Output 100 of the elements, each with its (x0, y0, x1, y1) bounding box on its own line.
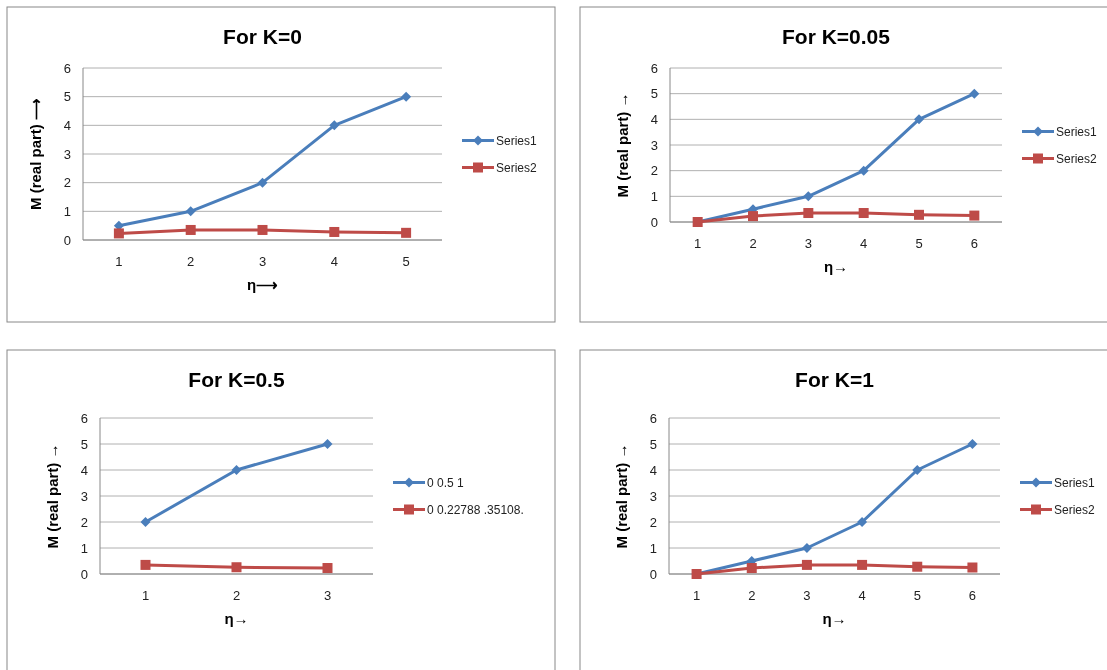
point (140, 559, 151, 570)
point (185, 206, 196, 217)
point (801, 543, 812, 553)
y-tick-label: 6 (63, 60, 71, 76)
y-axis-title: M (real part) → (613, 443, 630, 549)
chart-title: For K=1 (795, 368, 875, 391)
legend-label: Series2 (496, 160, 538, 175)
y-tick-label: 0 (649, 566, 657, 582)
legend-label: 0 0.5 1 (427, 475, 465, 490)
point (257, 177, 268, 188)
y-tick-label: 3 (649, 488, 657, 504)
x-tick-label: 3 (323, 588, 332, 603)
legend-label: Series2 (1056, 151, 1098, 166)
y-tick-label: 1 (63, 203, 71, 219)
y-tick-label: 2 (649, 514, 657, 530)
point (912, 561, 923, 572)
point (914, 209, 924, 220)
x-tick-label: 1 (115, 254, 123, 269)
x-tick-label: 1 (692, 588, 701, 603)
y-tick-label: 2 (80, 514, 88, 530)
y-tick-label: 5 (649, 436, 657, 452)
x-tick-label: 3 (804, 236, 812, 251)
point (967, 439, 978, 449)
y-tick-label: 1 (649, 540, 657, 556)
x-tick-label: 4 (330, 254, 338, 269)
y-tick-label: 0 (80, 566, 88, 582)
legend-label: 0 0.22788 .35108. (427, 502, 524, 517)
x-tick-label: 6 (968, 588, 977, 603)
legend-label: Series2 (1054, 502, 1096, 517)
y-tick-label: 3 (650, 137, 658, 153)
y-tick-label: 6 (649, 410, 657, 426)
chart-title: For K=0.5 (188, 368, 285, 391)
x-tick-label: 4 (860, 236, 868, 251)
point (803, 191, 814, 202)
legend-label: Series1 (1054, 475, 1096, 490)
point (857, 559, 868, 570)
y-tick-label: 6 (80, 410, 88, 426)
x-axis-title: η→ (822, 610, 847, 627)
point (746, 563, 757, 574)
point (748, 211, 758, 222)
point (969, 88, 980, 99)
y-tick-label: 1 (80, 540, 88, 556)
x-tick-label: 2 (748, 588, 756, 603)
y-tick-label: 5 (63, 89, 71, 105)
x-tick-label: 2 (232, 588, 241, 603)
y-axis-title: M (real part) → (44, 443, 61, 549)
point (912, 465, 923, 475)
x-tick-label: 2 (187, 254, 195, 269)
y-tick-label: 3 (63, 146, 71, 162)
y-tick-label: 5 (650, 86, 658, 102)
point (329, 120, 340, 131)
point (113, 228, 124, 239)
point (857, 517, 868, 527)
x-tick-label: 3 (803, 588, 811, 603)
point (185, 224, 196, 235)
point (858, 208, 869, 219)
x-axis-title: η→ (823, 258, 849, 275)
y-tick-label: 4 (80, 462, 88, 478)
x-tick-label: 1 (141, 588, 150, 603)
y-axis-title: M (real part) ⟶ (27, 97, 44, 211)
y-tick-label: 0 (63, 232, 71, 248)
point (401, 227, 412, 238)
y-tick-label: 5 (80, 436, 88, 452)
point (257, 224, 268, 235)
x-tick-label: 5 (402, 254, 410, 269)
y-tick-label: 1 (650, 188, 658, 204)
point (401, 91, 412, 102)
point (231, 465, 242, 475)
point (801, 559, 812, 570)
x-axis-title: η⟶ (246, 276, 279, 293)
y-tick-label: 2 (63, 175, 71, 191)
point (231, 562, 242, 573)
y-tick-label: 3 (80, 488, 88, 504)
y-tick-label: 4 (649, 462, 657, 478)
point (329, 226, 340, 237)
point (322, 439, 333, 449)
y-tick-label: 4 (63, 117, 71, 133)
x-tick-label: 1 (694, 236, 702, 251)
y-tick-label: 4 (650, 111, 658, 127)
legend-label: Series1 (1056, 124, 1098, 139)
x-tick-label: 2 (749, 236, 757, 251)
point (914, 114, 924, 125)
y-tick-label: 2 (650, 163, 658, 179)
point (967, 562, 978, 573)
point (803, 208, 814, 219)
y-tick-label: 0 (650, 214, 658, 230)
legend-label: Series1 (496, 133, 538, 148)
point (858, 165, 869, 176)
x-tick-label: 4 (858, 588, 866, 603)
x-tick-label: 3 (258, 254, 267, 269)
y-axis-title: M (real part) → (614, 92, 631, 198)
chart-title: For K=0 (223, 25, 302, 48)
x-tick-label: 5 (913, 588, 921, 603)
y-tick-label: 6 (650, 60, 658, 76)
x-tick-label: 5 (915, 236, 923, 251)
point (140, 517, 151, 527)
chart-title: For K=0.05 (782, 25, 891, 48)
point (969, 210, 980, 221)
x-axis-title: η→ (224, 610, 249, 627)
point (322, 563, 333, 574)
